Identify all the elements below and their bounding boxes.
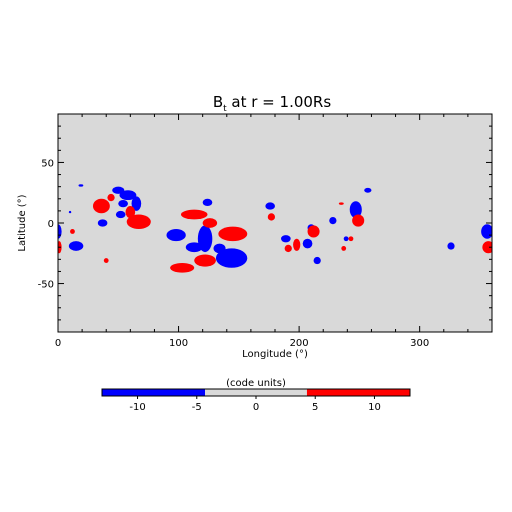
positive-region <box>218 226 248 242</box>
positive-region <box>92 198 110 214</box>
chart-title: Bt at r = 1.00Rs <box>213 93 332 114</box>
colorbar-segment <box>102 389 206 396</box>
positive-region <box>103 258 109 263</box>
negative-region <box>68 210 72 214</box>
positive-region <box>341 246 347 251</box>
negative-region <box>302 238 313 249</box>
colorbar-tick-label: -10 <box>129 402 145 413</box>
positive-region <box>482 241 492 254</box>
colorbar-tick-label: 10 <box>368 402 381 413</box>
negative-region <box>215 248 248 268</box>
negative-region <box>481 224 492 239</box>
x-axis-label: Longitude (°) <box>242 349 308 360</box>
positive-region <box>107 193 115 202</box>
negative-region <box>185 242 203 253</box>
negative-region <box>447 242 455 250</box>
negative-region <box>112 186 125 194</box>
negative-region <box>281 235 291 243</box>
negative-region <box>118 199 128 208</box>
positive-region <box>125 206 136 219</box>
negative-region <box>68 241 84 251</box>
colorbar-tick-label: 5 <box>312 402 318 413</box>
negative-region <box>349 201 362 219</box>
positive-region <box>352 214 365 227</box>
colorbar-segment <box>205 389 307 396</box>
negative-region <box>313 256 321 265</box>
positive-region <box>70 229 75 234</box>
negative-region <box>166 229 186 242</box>
negative-region <box>329 216 337 225</box>
plot-frame <box>57 113 493 333</box>
negative-region <box>364 187 372 193</box>
x-tick-label: 200 <box>290 338 309 349</box>
y-axis-label: Latitude (°) <box>17 194 28 251</box>
y-tick-label: 0 <box>48 219 54 230</box>
positive-region <box>267 213 275 221</box>
positive-region <box>338 202 344 205</box>
x-tick-label: 100 <box>169 338 188 349</box>
positive-region <box>126 214 151 230</box>
negative-region <box>119 190 137 200</box>
colorbar-segment <box>306 389 410 396</box>
negative-region <box>97 219 108 227</box>
x-tick-label: 300 <box>410 338 429 349</box>
negative-region <box>78 184 84 187</box>
positive-region <box>202 218 218 228</box>
positive-region <box>293 238 301 251</box>
negative-region <box>343 236 349 242</box>
negative-region <box>131 196 142 211</box>
positive-region <box>348 236 354 242</box>
colorbar-tick-label: 0 <box>253 402 259 413</box>
positive-region <box>284 244 292 253</box>
plot-background <box>58 114 492 332</box>
positive-region <box>307 225 320 238</box>
negative-region <box>115 210 126 219</box>
field-regions <box>58 184 492 273</box>
positive-region <box>170 262 195 273</box>
colorbar-tick-label: -5 <box>192 402 202 413</box>
positive-region <box>194 254 216 267</box>
colorbar-label: (code units) <box>226 378 286 389</box>
x-tick-label: 0 <box>55 338 61 349</box>
negative-region <box>265 202 275 210</box>
positive-region <box>180 209 208 220</box>
colorbar: -10 -5 0 5 10 <box>101 388 411 413</box>
negative-region <box>202 198 213 207</box>
negative-region <box>213 243 226 254</box>
y-tick-label: -50 <box>38 280 54 291</box>
y-tick-label: 50 <box>41 158 54 169</box>
